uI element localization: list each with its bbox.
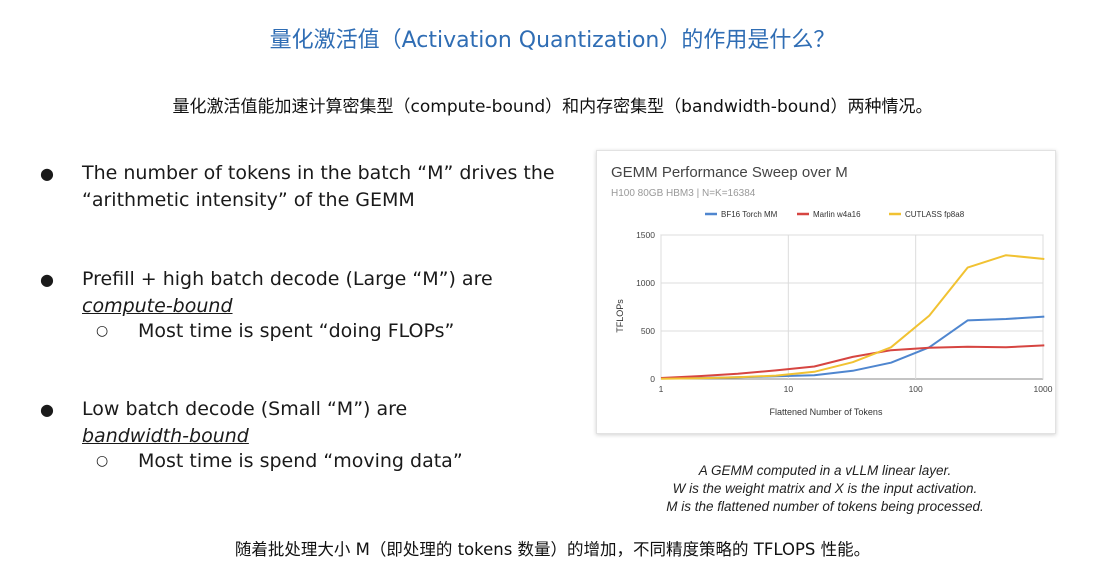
caption-line: A GEMM computed in a vLLM linear layer. (698, 463, 952, 478)
chart-x-tick-label: 10 (784, 384, 794, 394)
chart-series-line (660, 254, 1045, 380)
bullet-dot-icon: ● (40, 164, 54, 183)
bullet-text: Low batch decode (Small “M”) are bandwid… (82, 396, 562, 450)
bullet-text-main: Low batch decode (Small “M”) are (82, 398, 408, 420)
sub-bullet-ring-icon: ○ (96, 453, 109, 469)
chart-x-tick-label: 1 (659, 384, 664, 394)
chart-y-tick-label: 0 (650, 374, 655, 384)
chart-lines (660, 254, 1045, 380)
chart-subtitle: H100 80GB HBM3 | N=K=16384 (611, 188, 756, 199)
chart-x-tick-label: 1000 (1034, 384, 1053, 394)
chart-y-axis-label: TFLOPs (615, 299, 625, 333)
bullet-emphasis: bandwidth-bound (82, 425, 249, 447)
chart-legend-label: BF16 Torch MM (721, 210, 778, 219)
bullet-dot-icon: ● (40, 270, 54, 289)
chart-series-line (660, 344, 1045, 379)
bullet-dot-icon: ● (40, 400, 54, 419)
chart-y-tick-label: 500 (641, 326, 655, 336)
sub-bullet-text: Most time is spent “doing FLOPs” (138, 320, 455, 342)
bullet-text: The number of tokens in the batch “M” dr… (82, 162, 555, 211)
figure-caption: A GEMM computed in a vLLM linear layer. … (596, 462, 1054, 516)
chart-y-tick-label: 1500 (636, 230, 655, 240)
caption-line: W is the weight matrix and X is the inpu… (672, 481, 978, 496)
chart-y-tick-label: 1000 (636, 278, 655, 288)
caption-line: M is the flattened number of tokens bein… (666, 499, 984, 514)
sub-bullet-text: Most time is spend “moving data” (138, 450, 463, 472)
slide-subtitle: 量化激活值能加速计算密集型（compute-bound）和内存密集型（bandw… (172, 97, 933, 117)
chart-legend: BF16 Torch MM Marlin w4a16 CUTLASS fp8a8 (705, 210, 965, 219)
chart-svg: GEMM Performance Sweep over M H100 80GB … (611, 164, 1053, 417)
chart-x-axis-label: Flattened Number of Tokens (770, 407, 883, 417)
chart-legend-label: CUTLASS fp8a8 (905, 210, 965, 219)
chart-x-tick-label: 100 (909, 384, 923, 394)
chart-legend-label: Marlin w4a16 (813, 210, 861, 219)
bullet-emphasis: compute-bound (82, 295, 233, 317)
bullet-text-main: Prefill + high batch decode (Large “M”) … (82, 268, 493, 290)
slide-footer: 随着批处理大小 M（即处理的 tokens 数量）的增加，不同精度策略的 TFL… (234, 540, 871, 559)
chart-title: GEMM Performance Sweep over M (611, 164, 848, 181)
slide-title: 量化激活值（Activation Quantization）的作用是什么？ (269, 28, 836, 53)
bullet-text: Prefill + high batch decode (Large “M”) … (82, 266, 562, 320)
chart-ticks: 0 500 1000 1500 1 10 100 1000 (636, 230, 1053, 394)
sub-bullet-ring-icon: ○ (96, 323, 109, 339)
gemm-performance-chart: GEMM Performance Sweep over M H100 80GB … (596, 150, 1056, 434)
